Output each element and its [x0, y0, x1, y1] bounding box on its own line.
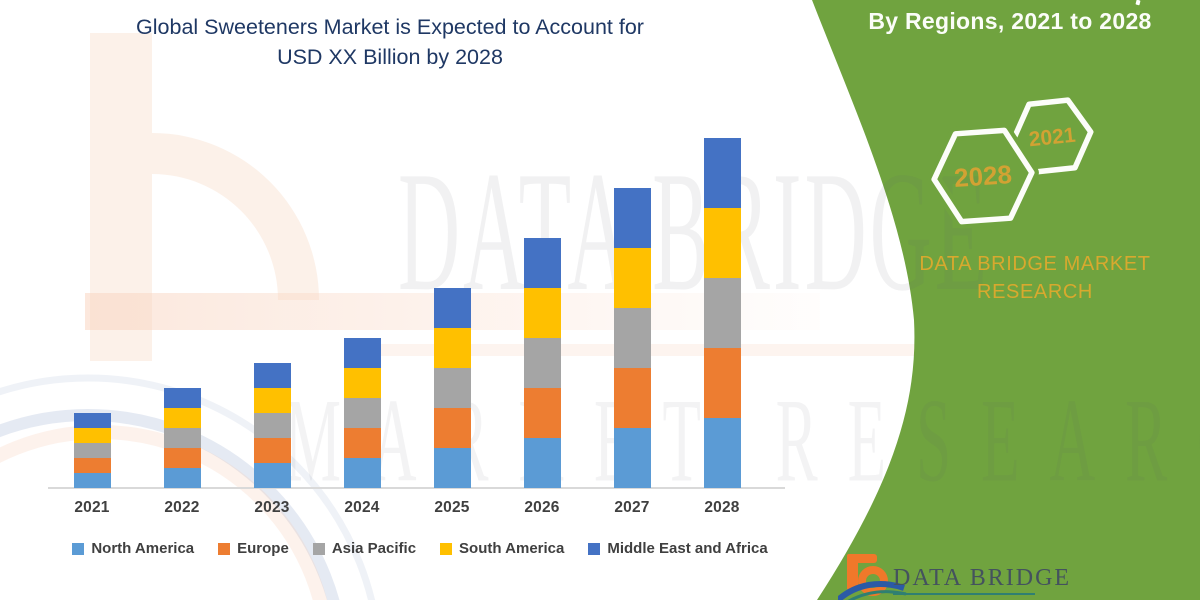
bar-segment-2023-north-america: [253, 463, 291, 488]
x-axis-label-2022: 2022: [164, 499, 200, 516]
legend-swatch-icon: [440, 542, 453, 555]
green-side-panel: [812, 0, 1200, 600]
bar-segment-2027-south-america: [613, 248, 651, 308]
bar-segment-2026-europe: [523, 388, 561, 438]
legend-swatch-icon: [588, 542, 601, 555]
bar-segment-2021-middle-east-and-africa: [73, 413, 111, 428]
bar-segment-2023-asia-pacific: [253, 413, 291, 438]
bar-segment-2025-south-america: [433, 328, 471, 368]
bar-segment-2026-north-america: [523, 438, 561, 488]
ghost-swoosh-arc-outer: [0, 374, 376, 600]
bar-segment-2022-south-america: [163, 408, 201, 428]
bar-segment-2025-asia-pacific: [433, 368, 471, 408]
footer-brand-underline: [893, 593, 1035, 595]
chart-title-line1: Global Sweeteners Market is Expected to …: [136, 15, 644, 39]
legend-label: South America: [459, 540, 565, 557]
legend-label: Europe: [237, 540, 289, 557]
bar-segment-2026-south-america: [523, 288, 561, 338]
bar-segment-2022-middle-east-and-africa: [163, 388, 201, 408]
bar-segment-2027-asia-pacific: [613, 308, 651, 368]
chart-legend: North America Europe Asia Pacific South Ame…: [40, 540, 800, 557]
green-panel-shape: [812, 0, 1200, 600]
bar-segment-2025-middle-east-and-africa: [433, 288, 471, 328]
bar-segment-2021-south-america: [73, 428, 111, 443]
brand-wordmark: DATA BRIDGE MARKET RESEARCH: [900, 250, 1170, 306]
x-axis-label-2021: 2021: [74, 499, 110, 516]
brand-wordmark-line1: DATA BRIDGE MARKET: [919, 253, 1151, 275]
x-axis-label-2027: 2027: [614, 499, 650, 516]
hexagon-badges: 2021 2028: [927, 97, 1094, 229]
bar-segment-2023-europe: [253, 438, 291, 463]
x-axis-label-2023: 2023: [254, 499, 290, 516]
x-axis-label-2028: 2028: [704, 499, 740, 516]
bar-segment-2023-middle-east-and-africa: [253, 363, 291, 388]
bar-segment-2027-north-america: [613, 428, 651, 488]
bar-segment-2028-north-america: [703, 418, 741, 488]
legend-label: North America: [91, 540, 195, 557]
legend-item-middle-east-and-africa: Middle East and Africa: [588, 540, 768, 557]
bar-segment-2024-europe: [343, 428, 381, 458]
bar-segment-2025-europe: [433, 408, 471, 448]
bar-segment-2024-south-america: [343, 368, 381, 398]
bar-segment-2021-europe: [73, 458, 111, 473]
x-axis-label-2026: 2026: [524, 499, 560, 516]
footer-brand-name: DATA BRIDGE: [893, 565, 1072, 591]
ghost-logo-bowl: [152, 133, 319, 300]
bar-segment-2024-asia-pacific: [343, 398, 381, 428]
legend-swatch-icon: [218, 542, 231, 555]
bar-segment-2022-north-america: [163, 468, 201, 488]
bar-segment-2028-europe: [703, 348, 741, 418]
chart-title-line2: USD XX Billion by 2028: [277, 45, 503, 69]
bar-segment-2028-asia-pacific: [703, 278, 741, 348]
chart-title: Global Sweeteners Market is Expected to …: [70, 12, 710, 72]
bar-segment-2027-europe: [613, 368, 651, 428]
bar-segment-2021-asia-pacific: [73, 443, 111, 458]
bar-segment-2028-middle-east-and-africa: [703, 138, 741, 208]
bar-segment-2026-asia-pacific: [523, 338, 561, 388]
legend-item-south-america: South America: [440, 540, 564, 557]
legend-label: Middle East and Africa: [607, 540, 768, 557]
x-axis-label-2024: 2024: [344, 499, 380, 516]
panel-heading: By Regions, 2021 to 2028: [868, 8, 1152, 34]
hexagon-2028-label: 2028: [953, 159, 1013, 193]
bar-segment-2025-north-america: [433, 448, 471, 488]
x-axis-line: [48, 487, 785, 489]
bar-segment-2023-south-america: [253, 388, 291, 413]
legend-swatch-icon: [312, 542, 325, 555]
bar-segment-2022-asia-pacific: [163, 428, 201, 448]
bar-segment-2026-middle-east-and-africa: [523, 238, 561, 288]
brand-logo-icon: [838, 554, 907, 600]
legend-label: Asia Pacific: [331, 540, 417, 557]
bar-segment-2024-middle-east-and-africa: [343, 338, 381, 368]
x-axis-label-2025: 2025: [434, 499, 470, 516]
bar-segment-2024-north-america: [343, 458, 381, 488]
brand-wordmark-line2: RESEARCH: [977, 281, 1093, 303]
legend-item-europe: Europe: [218, 540, 289, 557]
bar-segment-2027-middle-east-and-africa: [613, 188, 651, 248]
bar-segment-2028-south-america: [703, 208, 741, 278]
legend-swatch-icon: [72, 542, 85, 555]
bar-segment-2022-europe: [163, 448, 201, 468]
legend-item-asia-pacific: Asia Pacific: [312, 540, 417, 557]
footer-brand-subtitle: MARKET RESEARCH: [895, 597, 1085, 600]
hexagon-2021-label: 2021: [1028, 124, 1077, 152]
legend-item-north-america: North America: [72, 540, 194, 557]
hexagon-2028-icon: 2028: [927, 123, 1039, 229]
bar-segment-2021-north-america: [73, 473, 111, 488]
